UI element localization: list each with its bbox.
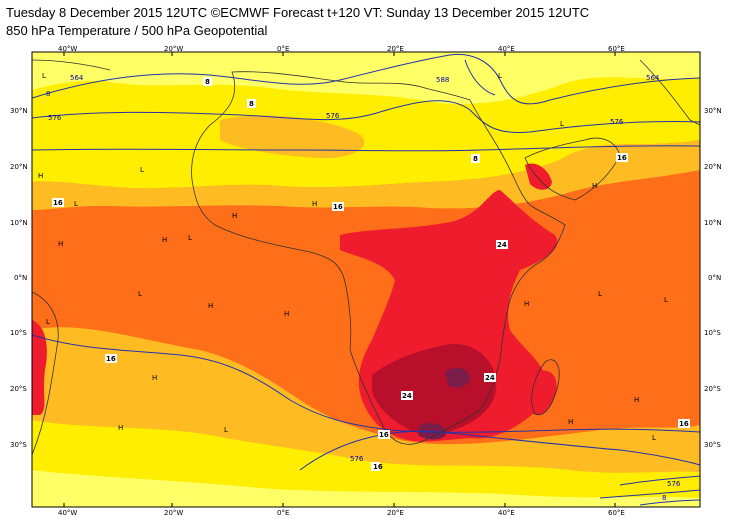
high-marker: H: [152, 374, 157, 382]
pressure-centre-markers: H H H H H H H H H H H H H L L L L L L L …: [38, 72, 668, 442]
forecast-title: Tuesday 8 December 2015 12UTC ©ECMWF For…: [6, 5, 590, 20]
temperature-label: 24: [485, 374, 495, 382]
geopotential-contours: [32, 53, 700, 506]
geopotential-label: 576: [350, 455, 364, 463]
low-marker: L: [224, 426, 228, 434]
lat-tick-right: 20°N: [704, 163, 722, 171]
low-marker: L: [598, 290, 602, 298]
geopotential-label: 576: [48, 114, 62, 122]
temperature-label: 8: [205, 78, 210, 86]
geopotential-label: 564: [646, 74, 660, 82]
lon-tick-top: 0°E: [277, 45, 289, 53]
red-patch-madagascar: [524, 370, 557, 415]
lat-tick-right: 10°S: [704, 329, 721, 337]
amber-band-north: [32, 140, 700, 210]
high-marker: H: [592, 182, 597, 190]
high-marker: H: [568, 418, 573, 426]
lon-tick-bottom: 0°E: [277, 509, 289, 517]
purple-core-1: [445, 368, 470, 388]
lat-tick-right: 30°N: [704, 107, 722, 115]
high-marker: H: [118, 424, 123, 432]
light-yellow-north: [32, 52, 700, 105]
lat-tick-right: 10°N: [704, 219, 722, 227]
temperature-label: 16: [379, 431, 389, 439]
lon-tick-top: 20°E: [387, 45, 404, 53]
coastlines: [32, 59, 700, 456]
low-marker: L: [140, 166, 144, 174]
lat-tick-right: 0°N: [708, 274, 721, 282]
lat-tick-left: 20°S: [10, 385, 27, 393]
temperature-label: 16: [106, 355, 116, 363]
lon-tick-bottom: 20°W: [164, 509, 183, 517]
temperature-label: 16: [53, 199, 63, 207]
geopotential-label: 8: [46, 90, 50, 98]
low-marker: L: [42, 72, 46, 80]
lat-tick-left: 30°N: [10, 107, 28, 115]
lat-tick-left: 0°N: [14, 274, 27, 282]
high-marker: H: [284, 310, 289, 318]
temperature-label: 8: [249, 100, 254, 108]
low-marker: L: [560, 120, 564, 128]
geopotential-label: 588: [436, 76, 449, 84]
lon-tick-top: 40°E: [498, 45, 515, 53]
lon-tick-bottom: 20°E: [387, 509, 404, 517]
geopotential-label: 576: [667, 480, 681, 488]
longitude-tick-marks: [63, 52, 616, 507]
lat-tick-left: 10°S: [10, 329, 27, 337]
lon-tick-top: 40°W: [58, 45, 77, 53]
temperature-label: 24: [497, 241, 507, 249]
lon-tick-bottom: 60°E: [608, 509, 625, 517]
map-frame: [31, 51, 701, 508]
temperature-label: 16: [617, 154, 627, 162]
high-marker: H: [208, 302, 213, 310]
high-marker: H: [312, 200, 317, 208]
lat-tick-right: 20°S: [704, 385, 721, 393]
temperature-contour-labels: 8 8 8 16 16 16 16 16 24 24 24 16 16: [52, 77, 690, 471]
geopotential-label: 576: [326, 112, 340, 120]
temperature-label: 8: [473, 155, 478, 163]
temperature-label: 16: [333, 203, 343, 211]
lon-tick-top: 20°W: [164, 45, 183, 53]
geopotential-label: 8: [662, 494, 666, 502]
low-marker: L: [188, 234, 192, 242]
lat-tick-left: 30°S: [10, 441, 27, 449]
low-marker: L: [74, 200, 78, 208]
forecast-subtitle: 850 hPa Temperature / 500 hPa Geopotenti…: [6, 23, 268, 38]
high-marker: H: [524, 300, 529, 308]
low-marker: L: [46, 318, 50, 326]
lat-tick-left: 20°N: [10, 163, 28, 171]
high-marker: H: [58, 240, 63, 248]
red-patch-brazil: [32, 320, 47, 415]
lon-tick-bottom: 40°E: [498, 509, 515, 517]
lat-tick-left: 10°N: [10, 219, 28, 227]
geopotential-label: 564: [70, 74, 84, 82]
low-marker: L: [652, 434, 656, 442]
high-marker: H: [634, 396, 639, 404]
amber-patch-sahara: [220, 115, 365, 159]
low-marker: L: [138, 290, 142, 298]
high-marker: H: [232, 212, 237, 220]
temperature-label: 16: [373, 463, 383, 471]
lat-tick-right: 30°S: [704, 441, 721, 449]
temperature-label: 24: [402, 392, 412, 400]
low-marker: L: [664, 296, 668, 304]
high-marker: H: [38, 172, 43, 180]
geopotential-contour-labels: 564 576 576 576 576 576 564 8 588 8: [46, 74, 681, 502]
dark-red-southern-africa: [372, 344, 497, 435]
low-marker: L: [498, 72, 502, 80]
geopotential-label: 576: [610, 118, 624, 126]
light-yellow-south: [32, 470, 700, 507]
lon-tick-top: 60°E: [608, 45, 625, 53]
temperature-label: 16: [679, 420, 689, 428]
high-marker: H: [162, 236, 167, 244]
lon-tick-bottom: 40°W: [58, 509, 77, 517]
